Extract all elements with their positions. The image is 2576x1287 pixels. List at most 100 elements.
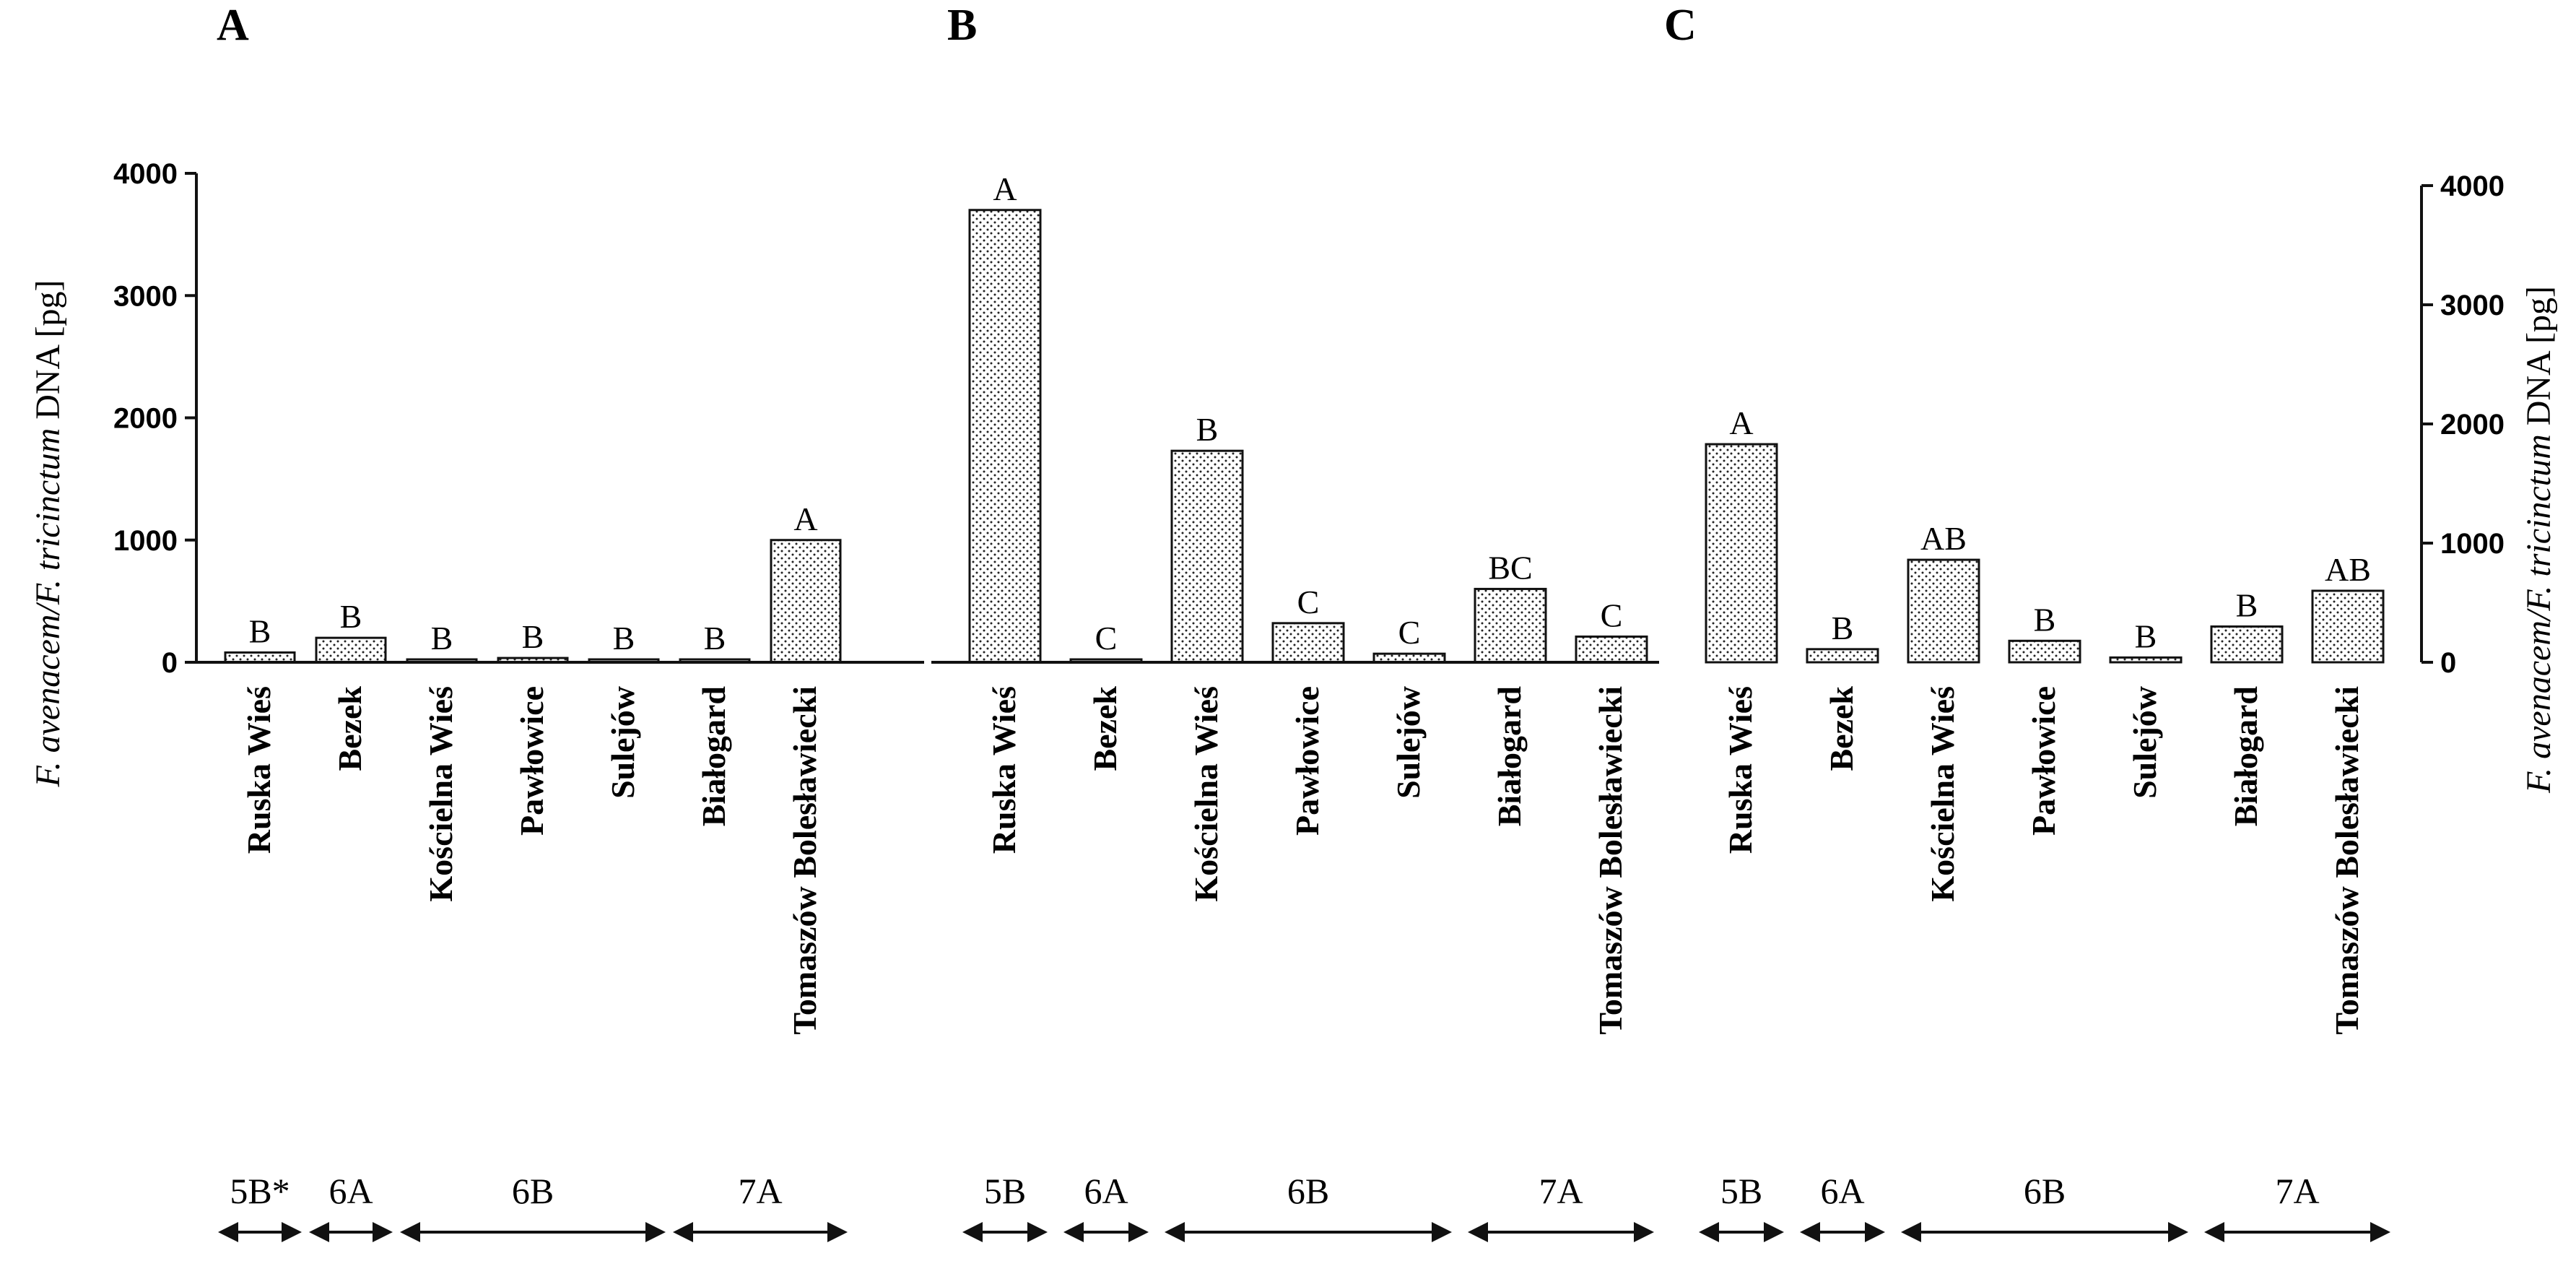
significance-label: A — [1729, 404, 1753, 441]
panel-c: C A Ruska Wieś B Bezek AB Kościelna Wieś B Pawło… — [1664, 1, 2558, 1242]
bar — [1575, 635, 1648, 664]
group-bracket: 6B — [1901, 1171, 2188, 1242]
y-tick-label: 3000 — [113, 280, 178, 312]
group-label: 7A — [1539, 1171, 1583, 1211]
group-label: 5B* — [230, 1171, 290, 1211]
arrow-right-icon — [1865, 1222, 1885, 1242]
group-label: 5B — [984, 1171, 1026, 1211]
group-bracket: 6B — [1165, 1171, 1452, 1242]
y-axis-title: F. avenacem/F. tricinctum DNA [pg] — [29, 280, 67, 787]
group-bracket: 6A — [1800, 1171, 1885, 1242]
group-bracket: 7A — [2204, 1171, 2390, 1242]
y-tick-label: 2000 — [2440, 409, 2505, 441]
group-label: 7A — [738, 1171, 782, 1211]
panel-a: A B Ruska Wieś B Bezek B Kościelna Wieś B Pawłow… — [29, 1, 924, 1242]
group-bracket: 7A — [673, 1171, 848, 1242]
y-tick-label: 2000 — [113, 403, 178, 435]
significance-label: B — [2135, 618, 2157, 654]
category-label: Sulejów — [1390, 686, 1427, 799]
y-tick-label: 4000 — [2440, 170, 2505, 202]
significance-label: B — [522, 618, 544, 655]
category-label: Pawłowice — [513, 686, 550, 836]
category-label: Ruska Wieś — [985, 686, 1022, 854]
significance-label: C — [1095, 620, 1118, 656]
bar — [968, 209, 1042, 664]
group-bracket: 6B — [400, 1171, 666, 1242]
significance-label: B — [613, 620, 635, 656]
arrow-left-icon — [1800, 1222, 1820, 1242]
category-label: Ruska Wieś — [240, 686, 277, 854]
arrow-left-icon — [1699, 1222, 1719, 1242]
panel-label: B — [947, 1, 977, 50]
y-tick-label: 1000 — [113, 525, 178, 557]
category-label: Pawłowice — [1289, 686, 1326, 836]
bar — [2109, 656, 2183, 664]
bar — [224, 651, 296, 664]
bar — [1806, 648, 1879, 664]
arrow-right-icon — [2168, 1222, 2188, 1242]
significance-label: B — [1196, 411, 1219, 448]
significance-label: A — [793, 500, 817, 537]
arrow-left-icon — [2204, 1222, 2224, 1242]
category-label: Tomaszów Bolesławiecki — [2328, 686, 2365, 1035]
significance-label: B — [2236, 587, 2258, 624]
panel-label: C — [1664, 1, 1697, 50]
category-label: Białogard — [2227, 686, 2264, 827]
arrow-right-icon — [1128, 1222, 1149, 1242]
arrow-right-icon — [827, 1222, 848, 1242]
arrow-right-icon — [373, 1222, 393, 1242]
bar — [1271, 622, 1345, 664]
category-label: Białogard — [1491, 686, 1528, 827]
bar — [2311, 589, 2385, 664]
significance-label: AB — [2325, 551, 2371, 588]
significance-label: B — [340, 598, 362, 635]
category-label: Tomaszów Bolesławiecki — [1592, 686, 1629, 1035]
arrow-left-icon — [400, 1222, 420, 1242]
category-label: Sulejów — [2126, 686, 2163, 799]
group-label: 6A — [1084, 1171, 1128, 1211]
arrow-left-icon — [1468, 1222, 1488, 1242]
category-label: Pawłowice — [2025, 686, 2062, 836]
panel-b: B A Ruska Wieś C Bezek B Kościelna Wieś C Pawłow… — [931, 1, 1659, 1242]
y-tick-label: 1000 — [2440, 528, 2505, 560]
significance-label: BC — [1488, 549, 1532, 586]
group-label: 5B — [1720, 1171, 1762, 1211]
y-tick-label: 3000 — [2440, 290, 2505, 321]
group-bracket: 6A — [1063, 1171, 1149, 1242]
group-label: 6B — [1287, 1171, 1329, 1211]
arrow-right-icon — [1764, 1222, 1784, 1242]
y-tick-label: 0 — [162, 647, 178, 679]
group-bracket: 5B — [1699, 1171, 1784, 1242]
group-bracket: 7A — [1468, 1171, 1654, 1242]
group-bracket: 6A — [309, 1171, 393, 1242]
y-tick-label: 0 — [2440, 647, 2456, 679]
bar — [1170, 449, 1244, 664]
category-label: Sulejów — [604, 686, 641, 799]
significance-label: B — [2034, 601, 2056, 638]
bar — [1474, 587, 1547, 664]
significance-label: B — [704, 620, 726, 656]
bar — [1705, 443, 1778, 664]
arrow-right-icon — [1027, 1222, 1048, 1242]
arrow-right-icon — [645, 1222, 666, 1242]
bar — [2008, 639, 2081, 664]
bar — [1907, 558, 1980, 664]
category-label: Białogard — [695, 686, 732, 827]
arrow-right-icon — [1634, 1222, 1654, 1242]
y-tick-label: 4000 — [113, 158, 178, 190]
arrow-right-icon — [282, 1222, 302, 1242]
category-label: Tomaszów Bolesławiecki — [786, 686, 823, 1035]
bar — [2210, 625, 2284, 664]
significance-label: AB — [1920, 520, 1967, 557]
category-label: Kościelna Wieś — [1924, 686, 1961, 902]
category-label: Bezek — [1823, 686, 1860, 771]
category-label: Kościelna Wieś — [1188, 686, 1224, 902]
significance-label: C — [1398, 614, 1421, 651]
arrow-left-icon — [962, 1222, 983, 1242]
category-label: Bezek — [1087, 686, 1123, 771]
category-label: Bezek — [331, 686, 368, 771]
arrow-right-icon — [2370, 1222, 2390, 1242]
y-axis-title: F. avenacem/F. tricinctum DNA [pg] — [2520, 286, 2558, 794]
group-label: 7A — [2275, 1171, 2319, 1211]
bar — [315, 636, 387, 664]
